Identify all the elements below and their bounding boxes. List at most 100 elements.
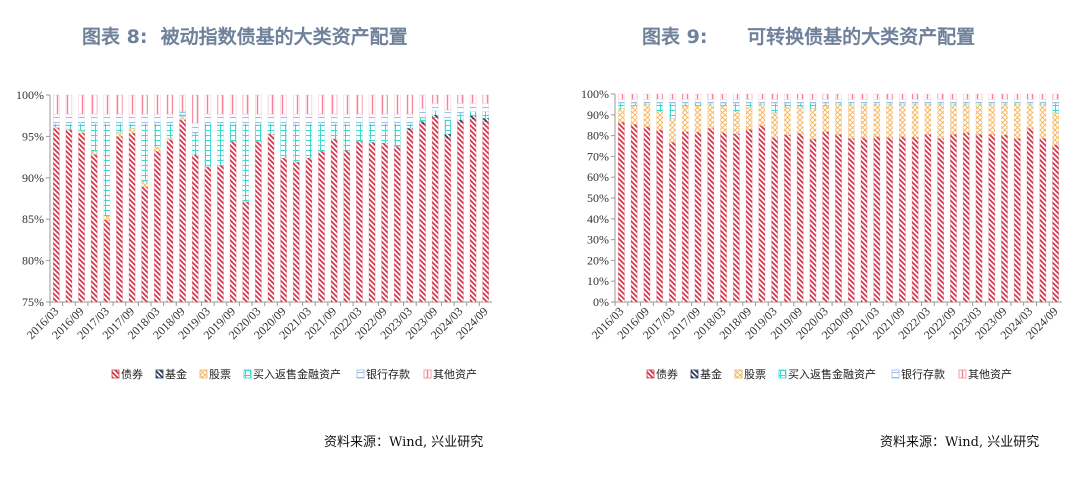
bar-segment-其他资产-2017/06 [681,93,689,100]
bar-segment-债券-2020/12 [292,161,300,303]
bar-segment-买入返售金融资产-2017/09 [694,103,702,106]
bar-segment-股票-2023/12 [1013,104,1021,139]
bar-segment-银行存款-2023/03 [406,113,414,125]
bar-segment-买入返售金融资产-2019/12 [242,123,250,203]
bar-segment-银行存款-2016/09 [643,98,651,104]
bar-segment-债券-2016/06 [630,124,638,303]
bar-segment-银行存款-2022/09 [950,98,957,104]
bar-segment-其他资产-2023/12 [444,94,452,111]
bar-segment-其他资产-2018/03 [720,93,727,100]
bar-segment-其他资产-2019/12 [242,94,250,115]
legend-item: 买入返售金融资产 [778,367,876,381]
bar-segment-债券-2017/12 [141,186,149,303]
legend-swatch [243,369,252,379]
bar-segment-银行存款-2020/09 [847,98,855,104]
bar-segment-债券-2018/09 [745,129,753,303]
bar-segment-其他资产-2018/06 [732,93,740,100]
bar-segment-其他资产-2023/06 [988,93,996,100]
bar-segment-买入返售金融资产-2020/03 [822,103,830,106]
bar-segment-股票-2017/06 [116,131,123,137]
bar-segment-银行存款-2016/06 [65,113,73,125]
legend-label: 股票 [209,368,231,381]
chart-1: 0%10%20%30%40%50%60%70%80%90%100%2016/03… [581,87,1062,381]
bar-segment-买入返售金融资产-2019/03 [204,123,212,168]
bar-segment-银行存款-2019/09 [796,98,804,104]
bar-segment-债券-2021/06 [886,137,893,303]
y-tick-label: 100% [16,88,44,102]
bar-segment-债券-2021/12 [343,150,351,303]
bar-segment-股票-2024/06 [1039,104,1047,139]
bar-segment-股票-2019/03 [771,112,779,138]
bar-segment-其他资产-2017/09 [694,93,702,100]
bar-segment-银行存款-2022/03 [356,113,363,125]
bar-segment-股票-2016/12 [656,111,664,131]
bar-segment-其他资产-2019/09 [229,94,237,115]
bar-segment-债券-2018/06 [166,139,174,303]
bar-segment-银行存款-2019/09 [229,113,237,125]
bar-segment-银行存款-2016/03 [618,98,625,104]
bar-segment-其他资产-2019/09 [796,93,804,100]
bar-segment-股票-2023/06 [988,104,996,135]
bar-segment-债券-2023/03 [406,129,414,303]
legend-label: 股票 [744,368,766,381]
bar-segment-银行存款-2023/09 [431,102,439,112]
bar-segment-债券-2019/09 [229,141,237,303]
bar-segment-银行存款-2018/09 [179,111,186,115]
bar-segment-其他资产-2016/09 [78,94,85,115]
bar-segment-债券-2023/09 [431,117,439,303]
bar-segment-股票-2021/09 [898,104,906,137]
source-note-right: 资料来源：Wind, 兴业研究 [880,435,1040,450]
bar-segment-其他资产-2018/09 [179,94,186,112]
bar-segment-银行存款-2019/03 [771,98,779,104]
bar-segment-股票-2018/12 [758,104,766,126]
bar-segment-股票-2020/12 [860,104,868,138]
bar-segment-银行存款-2017/03 [669,98,676,104]
bar-segment-银行存款-2018/09 [745,98,753,104]
bar-segment-银行存款-2020/12 [860,98,868,104]
bar-segment-债券-2022/09 [950,134,957,303]
bar-segment-银行存款-2023/06 [419,107,426,119]
y-tick-label: 90% [22,171,44,185]
bar-segment-银行存款-2018/03 [154,113,161,125]
bar-segment-其他资产-2024/09 [1052,93,1059,100]
bar-segment-债券-2018/12 [758,125,766,303]
legend-label: 买入返售金融资产 [253,367,341,381]
bar-segment-其他资产-2016/12 [656,93,664,100]
bar-segment-其他资产-2017/03 [669,93,676,100]
bar-segment-银行存款-2024/06 [469,102,477,112]
bar-segment-股票-2024/03 [1026,104,1034,129]
bar-segment-银行存款-2021/09 [330,113,338,125]
y-tick-label: 100% [581,87,609,101]
bar-segment-债券-2023/09 [1001,134,1008,303]
bar-segment-债券-2024/06 [469,118,477,303]
chart-title-left: 图表 8: 被动指数债基的大类资产配置 [82,26,408,48]
bar-segment-其他资产-2020/09 [847,93,855,100]
legend-swatch [646,369,655,379]
bar-segment-债券-2021/03 [305,157,313,303]
legend-item: 股票 [734,368,766,381]
bar-segment-债券-2018/03 [154,151,161,303]
bar-segment-股票-2016/09 [78,130,85,134]
bar-segment-银行存款-2019/06 [784,98,791,104]
bar-segment-债券-2019/03 [204,166,212,303]
bar-segment-其他资产-2023/09 [1001,93,1008,100]
bar-segment-其他资产-2018/03 [154,94,161,115]
bar-segment-银行存款-2016/06 [630,98,638,104]
bar-segment-其他资产-2024/06 [1039,93,1047,100]
bar-segment-银行存款-2023/03 [975,98,983,104]
bar-segment-其他资产-2021/06 [886,93,893,100]
bar-segment-银行存款-2020/03 [822,98,830,104]
bar-segment-买入返售金融资产-2021/03 [305,123,313,159]
bar-segment-银行存款-2017/12 [141,113,149,125]
bar-segment-其他资产-2018/06 [166,94,174,115]
bar-segment-其他资产-2022/03 [356,94,363,115]
bar-segment-银行存款-2016/12 [90,113,98,125]
bar-segment-债券-2017/09 [128,132,136,303]
bar-segment-银行存款-2022/12 [962,98,970,104]
bar-segment-债券-2023/12 [444,137,452,303]
bar-segment-买入返售金融资产-2019/09 [796,103,804,107]
bar-segment-银行存款-2017/06 [681,98,689,104]
bar-segment-银行存款-2022/03 [924,98,932,104]
legend-label: 银行存款 [901,367,945,381]
bar-segment-债券-2018/03 [720,132,727,303]
